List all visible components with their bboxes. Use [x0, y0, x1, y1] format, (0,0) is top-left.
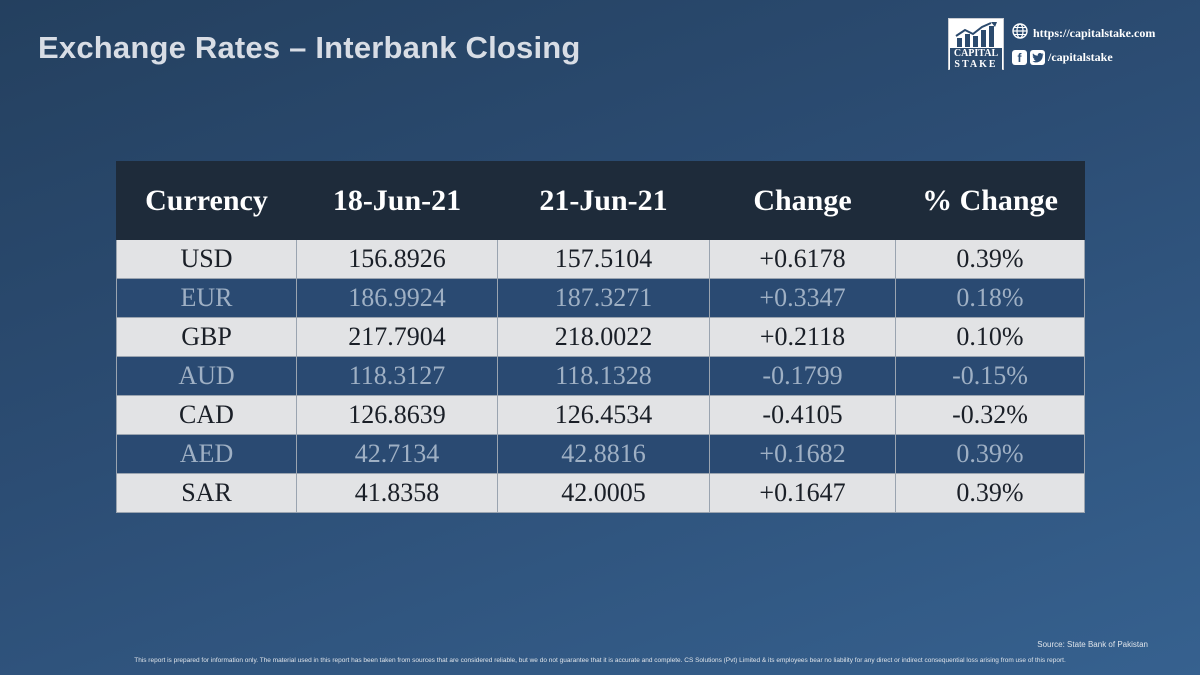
cell-prev: 186.9924 — [296, 278, 498, 318]
header-currency: Currency — [116, 161, 297, 240]
cell-pct: 0.39% — [895, 239, 1085, 279]
cell-currency: SAR — [116, 473, 297, 513]
cell-currency: AUD — [116, 356, 297, 396]
cell-pct: 0.39% — [895, 434, 1085, 474]
header-pct-change: % Change — [895, 161, 1085, 240]
logo-text-capital: CAPITAL — [950, 48, 1002, 59]
cell-pct: -0.15% — [895, 356, 1085, 396]
social-handle[interactable]: /capitalstake — [1048, 49, 1113, 64]
table-header-row: Currency 18-Jun-21 21-Jun-21 Change % Ch… — [116, 161, 1085, 240]
cell-curr: 42.8816 — [497, 434, 710, 474]
header-curr-date: 21-Jun-21 — [497, 161, 710, 240]
cell-change: +0.1682 — [709, 434, 896, 474]
cell-pct: 0.18% — [895, 278, 1085, 318]
cell-change: +0.6178 — [709, 239, 896, 279]
table-row: EUR 186.9924 187.3271 +0.3347 0.18% — [116, 278, 1085, 318]
social-row: f /capitalstake — [1012, 48, 1113, 66]
cell-prev: 126.8639 — [296, 395, 498, 435]
website-row: https://capitalstake.com — [1012, 23, 1156, 43]
cell-prev: 156.8926 — [296, 239, 498, 279]
logo-text-stake: STAKE — [950, 59, 1002, 70]
cell-pct: 0.39% — [895, 473, 1085, 513]
website-link[interactable]: https://capitalstake.com — [1033, 25, 1156, 40]
cell-currency: EUR — [116, 278, 297, 318]
cell-pct: 0.10% — [895, 317, 1085, 357]
cell-change: -0.4105 — [709, 395, 896, 435]
header-change: Change — [709, 161, 896, 240]
cell-currency: CAD — [116, 395, 297, 435]
cell-prev: 42.7134 — [296, 434, 498, 474]
cell-change: -0.1799 — [709, 356, 896, 396]
cell-curr: 118.1328 — [497, 356, 710, 396]
cell-curr: 218.0022 — [497, 317, 710, 357]
cell-curr: 42.0005 — [497, 473, 710, 513]
table-row: USD 156.8926 157.5104 +0.6178 0.39% — [116, 239, 1085, 279]
capital-stake-logo[interactable]: CAPITAL STAKE — [948, 18, 1004, 70]
exchange-rate-table: Currency 18-Jun-21 21-Jun-21 Change % Ch… — [116, 161, 1085, 513]
cell-curr: 126.4534 — [497, 395, 710, 435]
cell-prev: 41.8358 — [296, 473, 498, 513]
chart-logo-icon — [955, 22, 997, 47]
table-row: AUD 118.3127 118.1328 -0.1799 -0.15% — [116, 356, 1085, 396]
brand-block: CAPITAL STAKE https://capitalstake.com f… — [948, 18, 1178, 72]
cell-curr: 157.5104 — [497, 239, 710, 279]
cell-change: +0.2118 — [709, 317, 896, 357]
table-row: CAD 126.8639 126.4534 -0.4105 -0.32% — [116, 395, 1085, 435]
cell-change: +0.3347 — [709, 278, 896, 318]
header-prev-date: 18-Jun-21 — [296, 161, 498, 240]
globe-icon — [1012, 23, 1028, 43]
table-row: GBP 217.7904 218.0022 +0.2118 0.10% — [116, 317, 1085, 357]
page-title: Exchange Rates – Interbank Closing — [38, 30, 581, 65]
cell-currency: USD — [116, 239, 297, 279]
source-note: Source: State Bank of Pakistan — [1037, 640, 1148, 649]
table-row: SAR 41.8358 42.0005 +0.1647 0.39% — [116, 473, 1085, 513]
facebook-icon[interactable]: f — [1012, 49, 1027, 65]
cell-pct: -0.32% — [895, 395, 1085, 435]
disclaimer-text: This report is prepared for information … — [134, 657, 1066, 664]
cell-change: +0.1647 — [709, 473, 896, 513]
twitter-icon[interactable] — [1030, 49, 1045, 65]
cell-prev: 118.3127 — [296, 356, 498, 396]
cell-curr: 187.3271 — [497, 278, 710, 318]
cell-currency: AED — [116, 434, 297, 474]
cell-prev: 217.7904 — [296, 317, 498, 357]
table-row: AED 42.7134 42.8816 +0.1682 0.39% — [116, 434, 1085, 474]
cell-currency: GBP — [116, 317, 297, 357]
